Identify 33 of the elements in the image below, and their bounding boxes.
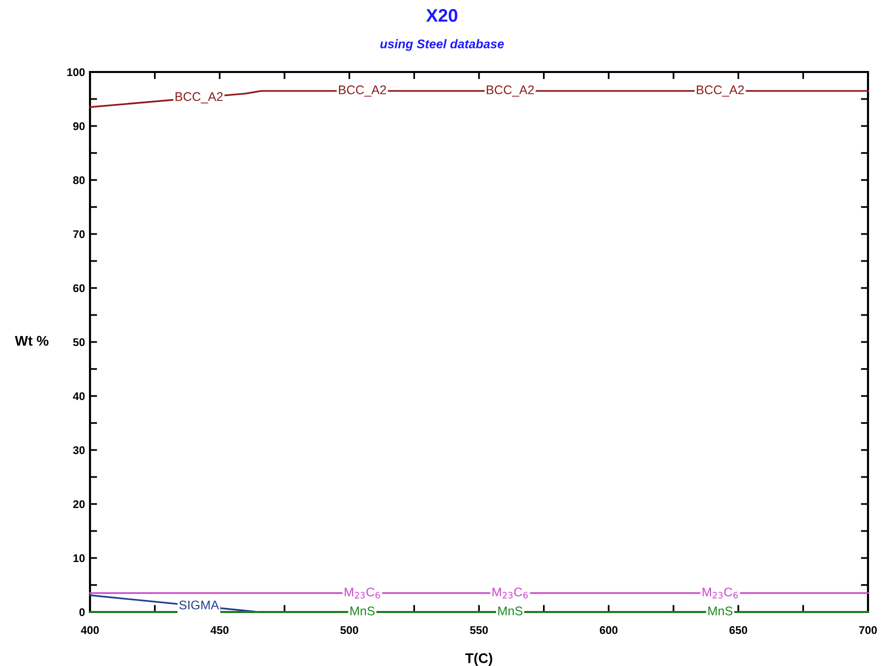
y-tick-label: 0 <box>79 608 85 616</box>
text: MnS <box>708 606 732 616</box>
chart-title: X20 <box>426 9 458 22</box>
text: MnS <box>498 606 522 616</box>
x-tick-label: 700 <box>859 626 877 634</box>
text: BCC_A2 <box>696 85 744 97</box>
y-tick-label: 70 <box>73 230 85 238</box>
y-tick-label: 40 <box>72 392 85 400</box>
x-tick-label: 650 <box>729 626 748 634</box>
y-tick-label: 30 <box>73 446 85 454</box>
x-tick-label: 600 <box>600 626 618 634</box>
x-tick-label: 500 <box>340 626 358 634</box>
y-tick-label: 10 <box>73 554 85 562</box>
text: BCC_A2 <box>176 92 223 104</box>
x-tick-label: 550 <box>470 626 488 634</box>
text: BCC_A2 <box>486 85 534 97</box>
x-tick-label: 400 <box>80 626 99 634</box>
y-axis-title: Wt % <box>14 336 48 346</box>
chart-subtitle: using Steel database <box>380 39 504 51</box>
y-tick-label: 100 <box>67 68 85 76</box>
series-label: SIGMA <box>179 600 220 610</box>
x-tick-label: 450 <box>210 626 228 634</box>
y-tick-label: 50 <box>73 338 85 346</box>
series-label: M$_{23}$C$_{6}$ <box>344 588 380 598</box>
series-label: MnS <box>350 606 375 616</box>
series-label: BCC_A2 <box>339 85 386 97</box>
y-tick-label: 20 <box>73 500 85 508</box>
text: M$_{23}$C$_{6}$ <box>492 588 528 598</box>
y-tick-label: 90 <box>73 122 85 130</box>
y-tick-label: 80 <box>73 176 85 184</box>
text: M$_{23}$C$_{6}$ <box>702 588 738 598</box>
x-axis-title: T(C) <box>465 652 492 666</box>
y-tick-label: 60 <box>73 284 85 292</box>
